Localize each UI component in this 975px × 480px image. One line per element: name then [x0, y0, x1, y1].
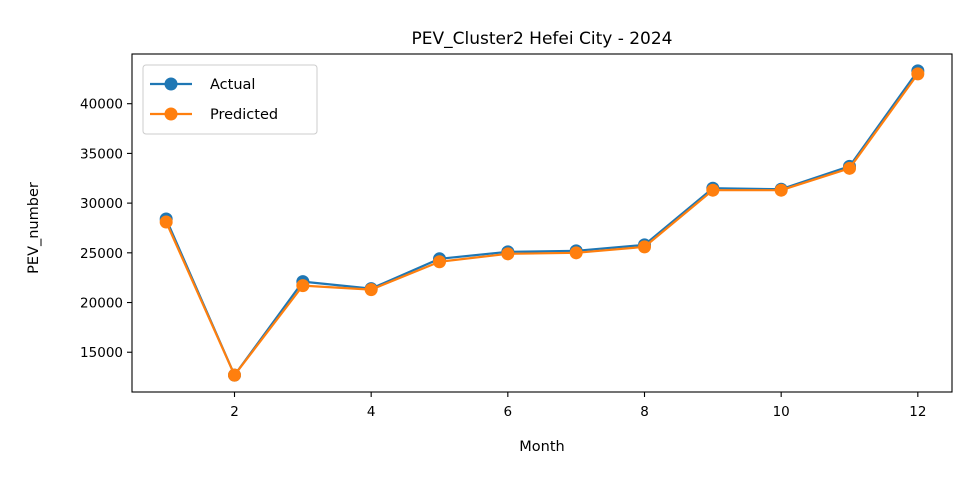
y-tick-label: 15000 — [80, 345, 123, 361]
series-2-point — [911, 67, 925, 81]
series-layer — [159, 64, 925, 382]
series-2-point — [296, 279, 310, 293]
series-2-point — [843, 161, 856, 175]
plot-frame — [131, 53, 953, 393]
x-tick-label: 2 — [230, 404, 239, 420]
legend-label: Actual — [210, 77, 255, 93]
y-tick-label: 20000 — [80, 296, 123, 312]
legend-box — [142, 64, 318, 135]
x-tick-label: 6 — [504, 404, 513, 420]
y-tick-label: 30000 — [80, 196, 123, 212]
series-line-1 — [165, 70, 919, 377]
x-tick-label: 4 — [367, 404, 376, 420]
legend-swatch-marker — [164, 77, 178, 91]
series-2-point — [569, 246, 583, 260]
series-2-point — [364, 283, 378, 297]
series-2-point — [706, 183, 720, 197]
series-2-point — [638, 240, 651, 254]
x-tick-label: 8 — [640, 404, 649, 420]
series-2-point — [501, 247, 515, 261]
legend: Actual Predicted — [142, 64, 318, 135]
legend-label: Predicted — [210, 107, 278, 123]
y-tick-label: 35000 — [80, 146, 123, 162]
series-2-point — [433, 255, 446, 269]
y-axis-title: PEV_number — [26, 182, 42, 274]
x-tick-label: 12 — [909, 404, 926, 420]
y-tick-label: 40000 — [80, 97, 123, 113]
chart-title: PEV_Cluster2 Hefei City - 2024 — [411, 29, 672, 49]
series-2-point — [228, 368, 241, 382]
x-axis-title: Month — [519, 439, 564, 455]
series-2-point — [159, 215, 173, 229]
y-tick-label: 25000 — [80, 246, 123, 262]
axes-layer: 2 4 6 8 10 12 15000 20000 25000 30000 35000 40000 — [80, 53, 953, 420]
series-line-2 — [165, 73, 919, 377]
x-tick-label: 10 — [773, 404, 790, 420]
series-2-point — [774, 183, 788, 197]
legend-swatch-marker — [164, 107, 178, 121]
